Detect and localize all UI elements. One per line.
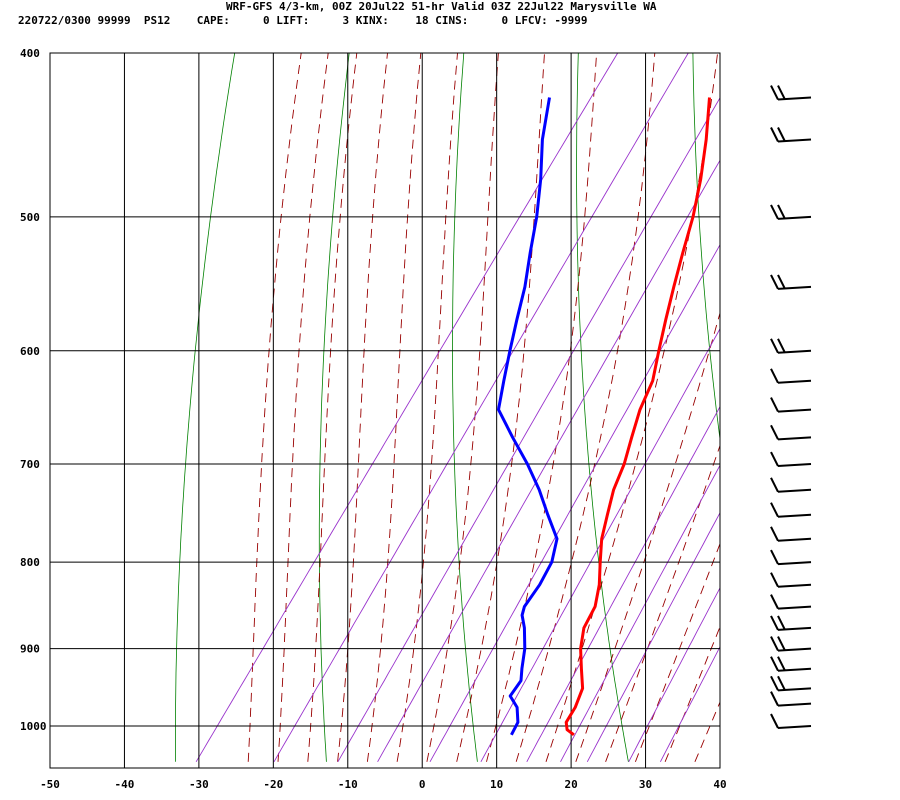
mixing-ratio-line: [628, 587, 720, 763]
moist-adiabat-line: [486, 53, 598, 762]
moist-adiabat-line: [277, 53, 329, 762]
wind-barb: [770, 656, 812, 672]
wind-barbs: [770, 85, 812, 729]
wind-barb: [770, 338, 812, 354]
y-tick-label: 600: [20, 345, 40, 358]
wind-barb: [770, 477, 812, 493]
wind-barb: [770, 675, 812, 692]
wind-barb: [770, 549, 812, 566]
moist-adiabat-line: [634, 542, 720, 762]
moist-adiabat-line: [605, 444, 720, 762]
x-tick-label: 20: [564, 778, 577, 791]
wind-barb: [770, 502, 812, 518]
wind-barb: [770, 572, 812, 588]
profiles: [497, 97, 711, 736]
moist-adiabat-line: [307, 53, 358, 762]
x-tick-labels: -50 -40 -30 -20 -10 0 10 20 30 40: [40, 778, 727, 791]
wind-barb: [770, 713, 812, 729]
x-tick-label: -50: [40, 778, 60, 791]
wind-barb: [770, 85, 812, 101]
wind-barb: [770, 691, 812, 707]
sounding-indices: 220722/0300 99999 PS12 CAPE: 0 LIFT: 3 K…: [18, 14, 588, 27]
x-tick-label: 40: [713, 778, 726, 791]
wind-barb: [770, 636, 812, 652]
mixing-ratio-line: [429, 243, 720, 763]
x-tick-label: -10: [338, 778, 358, 791]
y-tick-labels: 400 500 600 700 800 900 1000: [20, 47, 47, 733]
wind-barb: [770, 451, 812, 468]
y-tick-label: 400: [20, 47, 40, 60]
y-tick-label: 500: [20, 211, 40, 224]
y-tick-label: 800: [20, 556, 40, 569]
x-tick-label: -40: [115, 778, 135, 791]
moist-adiabat-line: [575, 311, 720, 762]
plot-frame: [49, 52, 721, 769]
wind-barb: [770, 594, 812, 610]
wind-barb: [770, 204, 812, 220]
temperature-profile-line: [564, 97, 711, 736]
wind-barb: [770, 526, 812, 542]
moist-adiabat-line: [247, 53, 302, 762]
wind-barb: [770, 274, 812, 290]
dewpoint-profile-line: [497, 97, 559, 736]
wind-barb: [770, 615, 812, 631]
dry-adiabat-line: [174, 53, 236, 762]
wind-barb: [770, 397, 812, 413]
x-tick-label: 30: [639, 778, 652, 791]
y-tick-label: 1000: [20, 720, 47, 733]
x-tick-label: -30: [189, 778, 209, 791]
y-tick-label: 700: [20, 458, 40, 471]
moist-adiabat-line: [396, 53, 458, 762]
wind-barb: [770, 127, 812, 143]
wind-barb: [770, 368, 812, 384]
moist-adiabat-line: [426, 53, 499, 762]
moist-adiabat-line: [337, 53, 388, 762]
mixing-ratio-line: [659, 645, 720, 763]
moist-adiabat-line: [366, 53, 422, 762]
mixing-ratio-line: [377, 159, 720, 763]
chart-title: WRF-GFS 4/3-km, 00Z 20Jul22 51-hr Valid …: [226, 0, 657, 13]
y-tick-label: 900: [20, 643, 40, 656]
mixing-ratio-line: [560, 464, 720, 763]
mixing-ratio-line: [586, 511, 720, 763]
moist-adiabat-line: [694, 701, 720, 762]
wind-barb: [770, 424, 812, 441]
x-tick-label: 0: [419, 778, 426, 791]
x-tick-label: -20: [263, 778, 283, 791]
moist-adiabat-line: [545, 53, 719, 762]
mixing-ratio-line: [273, 53, 689, 763]
dry-adiabat-line: [452, 53, 478, 762]
x-tick-label: 10: [490, 778, 503, 791]
mixing-ratio-line: [526, 405, 720, 763]
dry-adiabat-line: [576, 53, 629, 762]
dry-adiabat-line: [806, 34, 900, 761]
moist-adiabat-line: [664, 625, 720, 762]
mixing-ratio-line: [480, 327, 720, 763]
background-lines: [174, 34, 900, 763]
grid-lines: [49, 52, 721, 769]
